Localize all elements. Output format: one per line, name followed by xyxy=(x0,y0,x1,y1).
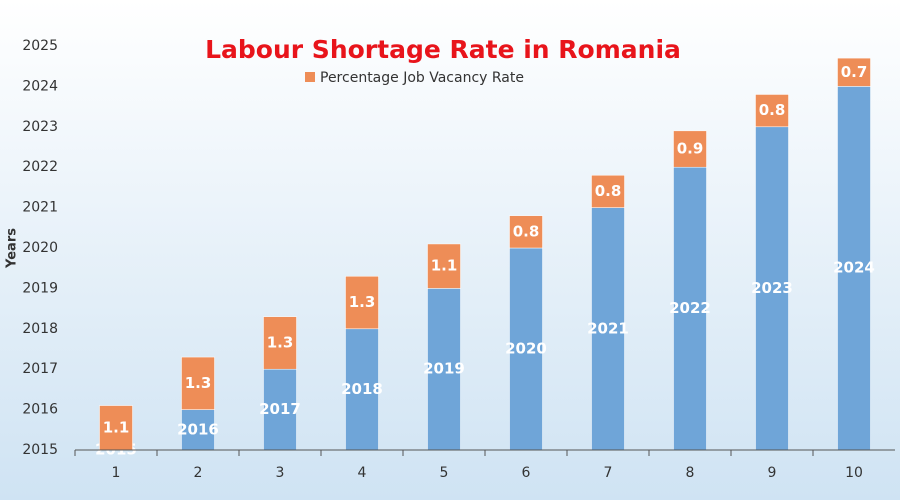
chart-title: Labour Shortage Rate in Romania xyxy=(205,35,681,64)
bar-segment xyxy=(591,207,625,451)
x-tick-label: 10 xyxy=(845,465,863,481)
y-tick-label: 2018 xyxy=(22,321,58,337)
bar-segment xyxy=(427,288,461,451)
x-tick-label: 6 xyxy=(522,465,531,481)
y-tick-label: 2022 xyxy=(22,159,58,175)
data-label: 0.8 xyxy=(759,101,786,119)
data-label: 0.8 xyxy=(513,222,540,240)
bar-segment xyxy=(427,243,461,289)
data-label: 2019 xyxy=(423,360,465,378)
data-label: 1.1 xyxy=(103,418,130,436)
y-tick-label: 2025 xyxy=(22,38,58,54)
y-tick-label: 2023 xyxy=(22,119,58,135)
y-tick-label: 2016 xyxy=(22,402,58,418)
bar-segment xyxy=(99,405,133,451)
bar-segment xyxy=(509,215,543,249)
bar-segment xyxy=(673,166,707,451)
x-tick-label: 5 xyxy=(440,465,449,481)
x-tick-label: 4 xyxy=(358,465,367,481)
bar-segment xyxy=(263,368,297,451)
data-label: 1.3 xyxy=(267,333,294,351)
bar-segment xyxy=(345,276,379,330)
bar-segment xyxy=(263,316,297,370)
x-tick-label: 1 xyxy=(112,465,121,481)
x-tick-label: 9 xyxy=(768,465,777,481)
data-label: 0.7 xyxy=(841,63,868,81)
y-tick-label: 2020 xyxy=(22,240,58,256)
bar-segment xyxy=(837,86,871,451)
x-tick-label: 7 xyxy=(604,465,613,481)
data-label: 1.3 xyxy=(185,374,212,392)
y-axis-label: Years xyxy=(5,228,20,269)
data-label: 2022 xyxy=(669,299,711,317)
data-label: 1.3 xyxy=(349,293,376,311)
data-label: 2017 xyxy=(259,400,301,418)
bar-segment xyxy=(837,57,871,87)
data-label: 0.8 xyxy=(595,182,622,200)
data-label: 0.9 xyxy=(677,140,704,158)
bar-segment xyxy=(181,356,215,410)
legend-swatch xyxy=(305,72,315,82)
x-tick-label: 2 xyxy=(194,465,203,481)
bar-segment xyxy=(673,130,707,168)
y-tick-label: 2019 xyxy=(22,280,58,296)
y-tick-label: 2021 xyxy=(22,200,58,216)
legend-label: Percentage Job Vacancy Rate xyxy=(320,70,524,86)
bar-segment xyxy=(755,126,789,451)
bar-segment xyxy=(509,247,543,451)
data-label: 2018 xyxy=(341,380,383,398)
y-tick-label: 2024 xyxy=(22,78,58,94)
y-tick-label: 2015 xyxy=(22,442,58,458)
x-tick-label: 3 xyxy=(276,465,285,481)
bar-segment xyxy=(345,328,379,451)
data-label: 1.1 xyxy=(431,257,458,275)
data-label: 2021 xyxy=(587,319,629,337)
bar-segment xyxy=(755,94,789,128)
data-label: 2023 xyxy=(751,279,793,297)
data-label: 2016 xyxy=(177,420,219,438)
bar-segment xyxy=(591,175,625,208)
data-label: 2024 xyxy=(833,259,875,277)
legend: Percentage Job Vacancy Rate xyxy=(305,70,524,86)
y-tick-label: 2017 xyxy=(22,361,58,377)
x-tick-label: 8 xyxy=(686,465,695,481)
data-label: 2020 xyxy=(505,340,547,358)
